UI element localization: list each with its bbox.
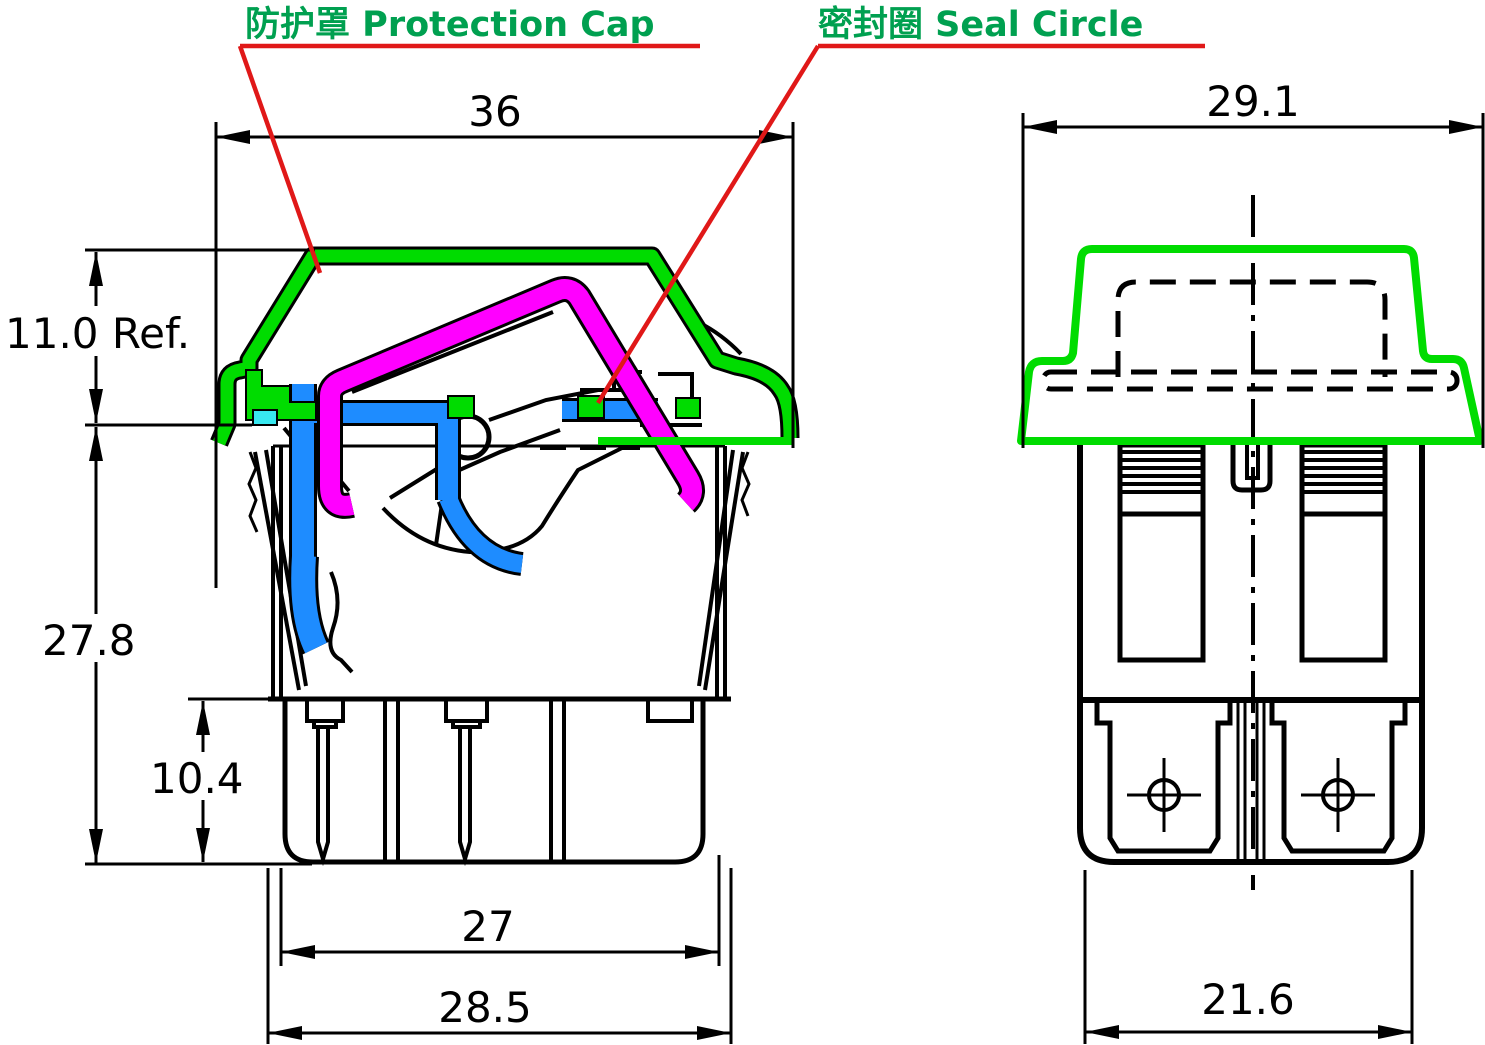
front-terminal-right [1269,700,1408,854]
hidden-rocker-outline [1040,279,1460,392]
callout-seal-circle: 密封圈 Seal Circle [818,4,1143,45]
ribbed-column-right [1299,442,1388,663]
dim-value: 27 [461,902,514,951]
dim-value: 11.0 Ref. [5,309,190,358]
rocker-actuator [317,276,705,519]
dim-front-width: 29.1 [1021,77,1485,448]
dim-body-width: 27 [279,855,721,966]
seal-ring-section [447,395,475,419]
protection-cap-front-outline [1017,245,1484,445]
dim-value: 28.5 [438,983,532,1032]
front-terminal-left [1094,700,1233,854]
terminal-pin [316,727,330,867]
leader-seal-circle: 密封圈 Seal Circle [596,4,1205,405]
callout-protection-cap: 防护罩 Protection Cap [245,5,655,45]
mounting-clip-right [697,449,751,691]
seal-ring-section [675,397,701,419]
dim-terminal-height: 10.4 [146,697,285,862]
terminal-slots [305,699,694,729]
gasket-section [252,409,278,426]
front-view [1017,195,1484,890]
dim-front-terminal-width: 21.6 [1083,870,1414,1044]
dim-total-height: 27.8 [38,427,312,866]
dim-value: 21.6 [1201,975,1295,1024]
dim-flange-width: 28.5 [266,868,733,1044]
side-section-view [210,246,800,867]
dim-cap-height-ref: 11.0 Ref. [2,248,315,427]
dim-value: 36 [468,87,521,136]
protection-cap-section [210,246,800,447]
body-lower-shell [282,699,706,865]
dim-cap-width: 36 [214,87,795,588]
ribbed-column-left [1117,442,1206,663]
dim-value: 27.8 [42,616,136,665]
terminal-pin [458,727,472,867]
leader-protection-cap: 防护罩 Protection Cap [237,5,700,274]
dim-value: 10.4 [150,754,244,803]
dim-value: 29.1 [1206,77,1300,126]
center-post [1236,700,1266,862]
